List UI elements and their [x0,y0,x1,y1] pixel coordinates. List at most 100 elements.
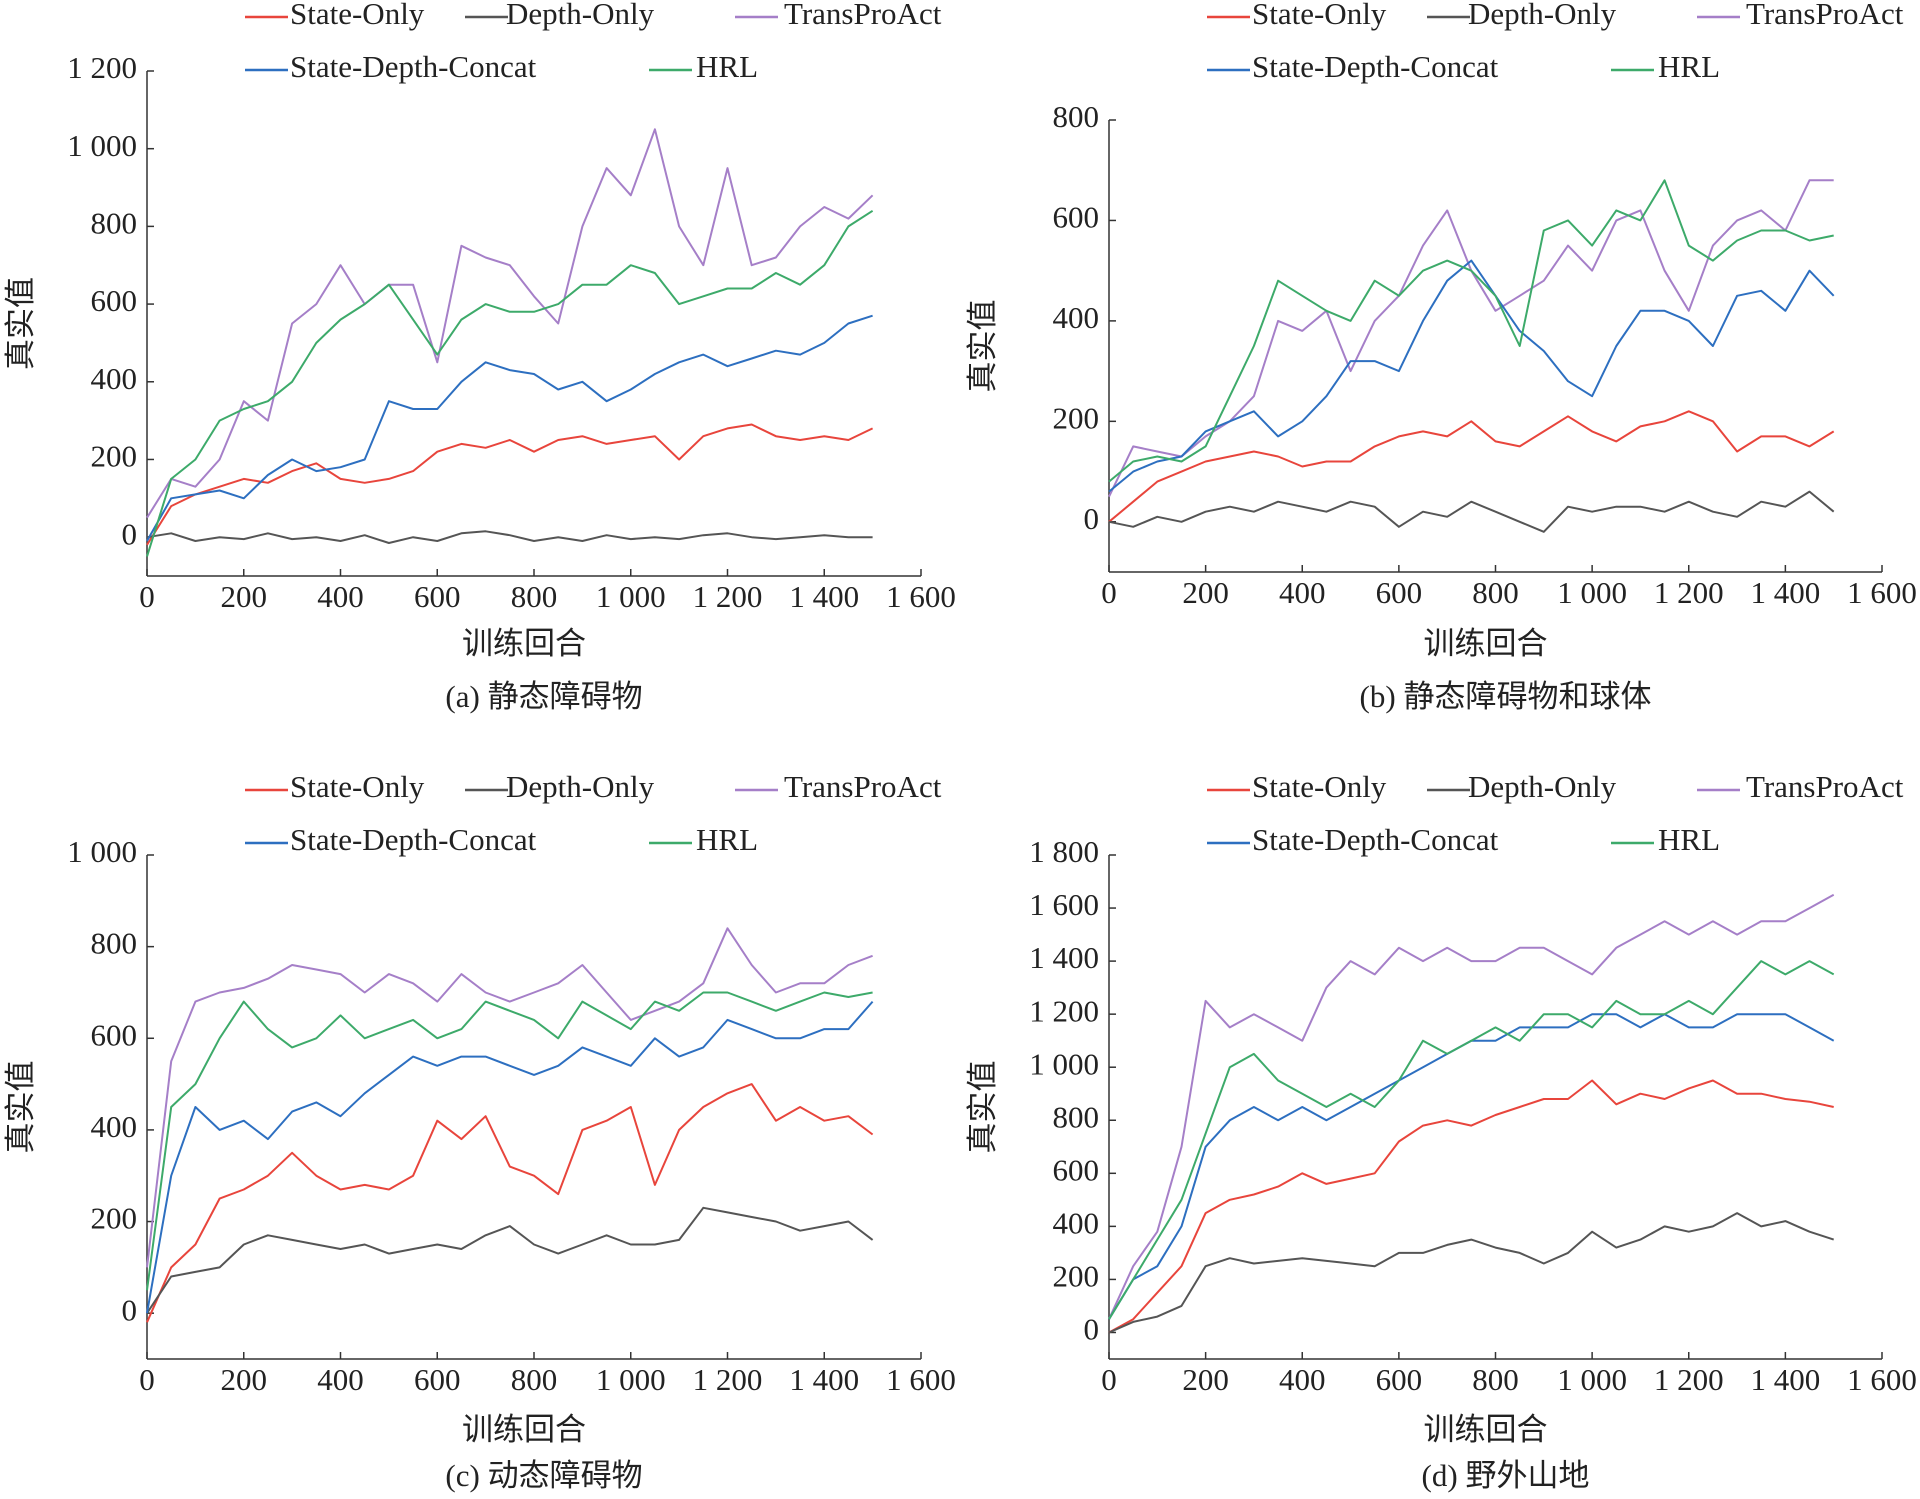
y-tick-label: 400 [1053,1205,1100,1240]
y-tick-label: 600 [91,1017,138,1052]
legend-label: Depth-Only [506,0,655,31]
x-tick-label: 400 [317,579,364,614]
y-tick-label: 400 [1053,300,1100,335]
legend-label: HRL [1658,49,1720,84]
x-tick-label: 1 600 [886,1362,956,1397]
series-line [1108,1079,1834,1334]
y-tick-label: 1 000 [1029,1046,1099,1081]
legend-label: TransProAct [1746,769,1904,804]
legend-label: Depth-Only [1468,769,1617,804]
y-tick-label: 400 [91,361,138,396]
legend-label: State-Depth-Concat [290,49,537,84]
x-tick-label: 1 400 [1751,1362,1821,1397]
x-axis-label: 训练回合 [462,1412,586,1447]
chart-panel: 0 200 400 600 800 1 000 0 200 400 600 800 1 000 1 20… [3,769,956,1493]
x-tick-label: 400 [1279,1362,1326,1397]
chart-panel: 0 200 400 600 800 1 000 1 200 0 200 400 600 800 1 00… [3,0,956,714]
x-tick-label: 0 [1101,575,1117,610]
legend-label: State-Only [290,0,425,31]
y-tick-label: 800 [91,205,138,240]
chart-panel: 0 200 400 600 800 1 000 1 200 1 400 1 600 1 800 0 2… [965,769,1917,1493]
y-tick-label: 1 000 [67,834,137,869]
series-line [146,1083,874,1323]
series-line [146,927,873,1268]
y-tick-label: 0 [122,1292,138,1327]
x-tick-label: 600 [1376,575,1423,610]
x-tick-label: 200 [221,1362,268,1397]
y-tick-label: 0 [122,516,138,551]
y-tick-label: 200 [91,1201,138,1236]
y-axis-label: 真实值 [965,1061,1000,1154]
legend-label: State-Only [290,769,425,804]
x-tick-label: 1 400 [1751,575,1821,610]
legend-label: TransProAct [1746,0,1904,31]
x-tick-label: 1 200 [1654,575,1724,610]
y-tick-label: 200 [1053,400,1100,435]
y-tick-label: 0 [1084,1312,1100,1347]
x-tick-label: 0 [139,1362,155,1397]
caption: (d) 野外山地 [1422,1458,1590,1493]
y-axis-label: 真实值 [3,1061,38,1154]
series-line [1108,1013,1835,1320]
x-tick-label: 1 000 [596,579,666,614]
x-axis-label: 训练回合 [1424,1412,1548,1447]
series-line [146,530,873,544]
y-tick-label: 200 [91,439,138,474]
series-line [146,209,874,557]
x-tick-label: 1 200 [693,579,763,614]
y-tick-label: 1 600 [1029,887,1099,922]
x-tick-label: 800 [1472,575,1519,610]
y-tick-label: 0 [1084,501,1100,536]
series-line [1108,259,1835,493]
series-line [1108,960,1835,1320]
legend-label: HRL [696,49,758,84]
x-tick-label: 1 000 [1557,575,1627,610]
x-tick-label: 1 400 [789,1362,859,1397]
legend-label: State-Depth-Concat [1252,822,1499,857]
x-tick-label: 1 200 [1654,1362,1724,1397]
x-tick-label: 400 [317,1362,364,1397]
legend-label: TransProAct [784,0,942,31]
x-tick-label: 600 [414,1362,461,1397]
caption: (b) 静态障碍物和球体 [1360,679,1652,714]
series-line [1108,410,1835,523]
x-axis-label: 训练回合 [462,626,586,661]
y-tick-label: 800 [1053,1099,1100,1134]
y-tick-label: 400 [91,1109,138,1144]
series-line [1108,893,1835,1320]
legend-label: Depth-Only [506,769,655,804]
series-line [1108,490,1835,533]
legend-label: HRL [1658,822,1720,857]
x-tick-label: 600 [1376,1362,1423,1397]
y-tick-label: 600 [1053,200,1100,235]
series-line [146,1206,874,1314]
x-tick-label: 1 600 [1847,1362,1917,1397]
y-axis-label: 真实值 [3,277,38,370]
x-tick-label: 200 [221,579,268,614]
x-tick-label: 0 [1101,1362,1117,1397]
x-tick-label: 200 [1182,575,1229,610]
x-tick-label: 1 200 [693,1362,763,1397]
x-tick-label: 800 [511,1362,558,1397]
chart-panel: 0 200 400 600 800 0 200 400 600 800 1 000 1 200 1 40… [965,0,1917,714]
series-line [1108,179,1834,483]
y-tick-label: 800 [91,926,138,961]
y-tick-label: 800 [1053,99,1100,134]
series-line [1108,1212,1835,1334]
caption: (a) 静态障碍物 [445,679,642,714]
legend-label: TransProAct [784,769,942,804]
y-tick-label: 200 [1053,1259,1100,1294]
y-tick-label: 1 000 [67,128,137,163]
x-tick-label: 1 600 [1847,575,1917,610]
legend-label: HRL [696,822,758,857]
y-tick-label: 600 [91,283,138,318]
y-tick-label: 600 [1053,1152,1100,1187]
series-line [146,991,873,1291]
legend-label: State-Depth-Concat [1252,49,1499,84]
x-tick-label: 800 [1472,1362,1519,1397]
series-line [1108,179,1834,498]
caption: (c) 动态障碍物 [445,1458,642,1493]
series-line [146,128,874,519]
x-tick-label: 600 [414,579,461,614]
